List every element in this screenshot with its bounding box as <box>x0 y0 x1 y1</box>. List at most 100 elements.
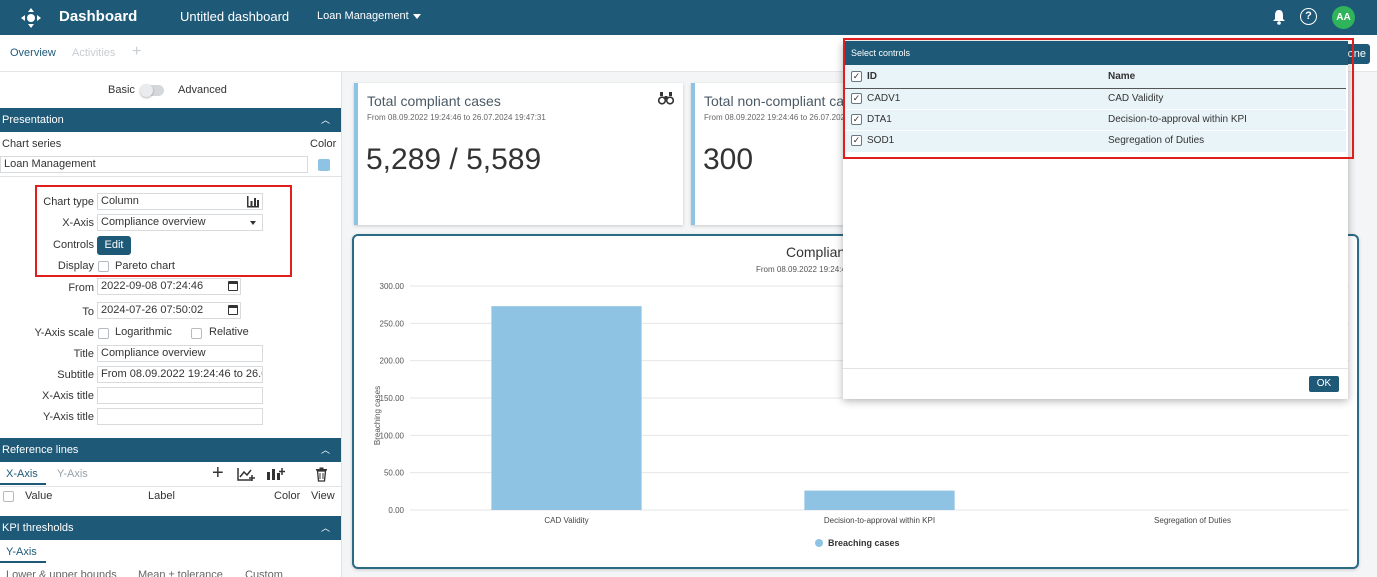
caret-down-icon <box>412 13 421 19</box>
to-date-input[interactable]: 2024-07-26 07:50:02 <box>97 302 241 319</box>
tab-kpi-y-axis[interactable]: Y-Axis <box>6 546 37 558</box>
dialog-title: Select controls <box>851 48 911 58</box>
chart-type-select[interactable]: Column <box>97 193 263 210</box>
dialog-header: Select controls <box>843 41 1348 65</box>
y-axis-title-input[interactable] <box>97 408 263 425</box>
highlight-box <box>35 185 292 277</box>
table-row[interactable]: ✓ CADV1 CAD Validity <box>845 89 1346 110</box>
divider <box>0 176 341 177</box>
kpi-card-compliant[interactable]: Total compliant cases From 08.09.2022 19… <box>354 83 683 225</box>
tab-overview[interactable]: Overview <box>10 47 56 59</box>
chart-plot: 0.00 50.00 100.00 150.00 200.00 250.00 300.00 C… <box>380 282 1349 548</box>
col-view: View <box>311 490 335 502</box>
table-header-row: ✓ ID Name <box>845 65 1346 89</box>
y-tick-label: 200.00 <box>380 357 405 366</box>
dashboard-name[interactable]: Untitled dashboard <box>180 9 290 24</box>
logarithmic-checkbox[interactable] <box>98 328 109 339</box>
row-name: Decision-to-approval within KPI <box>1108 114 1247 125</box>
tab-activities[interactable]: Activities <box>72 47 116 59</box>
to-label: To <box>82 306 94 318</box>
select-all-checkbox[interactable]: ✓ <box>851 71 862 82</box>
bar <box>491 306 642 510</box>
legend-label: Breaching cases <box>828 538 900 548</box>
row-checkbox[interactable]: ✓ <box>851 114 862 125</box>
x-tick-label: CAD Validity <box>544 516 588 525</box>
kpi-option-mean[interactable]: Mean ± tolerance <box>138 569 223 577</box>
calendar-icon[interactable] <box>228 305 238 315</box>
x-tick-label: Segregation of Duties <box>1154 516 1231 525</box>
table-row[interactable]: ✓ DTA1 Decision-to-approval within KPI <box>845 110 1346 131</box>
relative-checkbox[interactable] <box>191 328 202 339</box>
presentation-section-header[interactable]: Presentation ︿ <box>0 108 341 132</box>
kpi-thresholds-section-header[interactable]: KPI thresholds ︿ <box>0 516 341 540</box>
x-axis-title-input[interactable] <box>97 387 263 404</box>
row-id: DTA1 <box>867 114 892 125</box>
add-icon[interactable]: + <box>212 462 224 484</box>
y-tick-label: 100.00 <box>380 431 405 440</box>
y-tick-label: 50.00 <box>384 469 405 478</box>
x-axis-title-label: X-Axis title <box>42 390 94 402</box>
legend-marker <box>815 539 823 547</box>
mode-toggle[interactable] <box>140 84 164 97</box>
from-date-input[interactable]: 2022-09-08 07:24:46 <box>97 278 241 295</box>
card-subtitle: From 08.09.2022 19:24:46 to 26.07.2024 1… <box>367 113 546 122</box>
row-checkbox[interactable]: ✓ <box>851 135 862 146</box>
edit-controls-button[interactable]: Edit <box>97 236 131 255</box>
card-subtitle: From 08.09.2022 19:24:46 to 26.07.2024 1… <box>704 113 883 122</box>
row-name: CAD Validity <box>1108 93 1164 104</box>
kpi-thresholds-title: KPI thresholds <box>2 522 74 534</box>
chart-type-label: Chart type <box>43 196 94 208</box>
add-area-icon[interactable] <box>237 467 256 482</box>
help-icon[interactable]: ? <box>1300 8 1317 25</box>
trash-icon[interactable] <box>315 467 328 482</box>
mode-basic-label: Basic <box>108 84 135 96</box>
color-label: Color <box>310 138 337 150</box>
y-tick-label: 150.00 <box>380 394 405 403</box>
binoculars-icon[interactable] <box>658 91 674 105</box>
chevron-up-icon[interactable]: ︿ <box>320 445 330 455</box>
kpi-option-custom[interactable]: Custom <box>245 569 283 577</box>
row-id: SOD1 <box>867 135 895 146</box>
top-bar: Dashboard Untitled dashboard Loan Manage… <box>0 0 1377 35</box>
tab-ref-x-axis[interactable]: X-Axis <box>6 468 38 480</box>
title-input[interactable]: Compliance overview <box>97 345 263 362</box>
subtitle-input[interactable]: From 08.09.2022 19:24:46 to 26.0 <box>97 366 263 383</box>
tab-ref-y-axis[interactable]: Y-Axis <box>57 468 88 480</box>
chevron-up-icon[interactable]: ︿ <box>320 115 330 125</box>
row-checkbox[interactable]: ✓ <box>851 93 862 104</box>
add-bar-line-icon[interactable] <box>266 467 286 482</box>
col-color: Color <box>274 490 301 502</box>
reference-lines-title: Reference lines <box>2 444 79 456</box>
add-tab-button[interactable]: + <box>132 43 142 60</box>
y-axis-scale-label: Y-Axis scale <box>34 327 94 339</box>
bell-icon[interactable] <box>1272 9 1286 25</box>
chevron-up-icon[interactable]: ︿ <box>320 523 330 533</box>
from-label: From <box>68 282 94 294</box>
active-tab-indicator <box>0 561 46 563</box>
project-dropdown[interactable]: Loan Management <box>317 10 421 22</box>
pareto-checkbox[interactable] <box>98 261 109 272</box>
bar-chart-icon[interactable] <box>246 195 260 208</box>
calendar-icon[interactable] <box>228 281 238 291</box>
x-axis-label: X-Axis <box>62 217 94 229</box>
reference-lines-section-header[interactable]: Reference lines ︿ <box>0 438 341 462</box>
x-axis-select[interactable]: Compliance overview <box>97 214 263 231</box>
card-value: 300 <box>703 143 754 176</box>
highlight-box <box>843 38 1354 159</box>
table-row[interactable]: ✓ SOD1 Segregation of Duties <box>845 131 1346 152</box>
divider <box>843 368 1348 369</box>
series-item[interactable]: Loan Management <box>0 156 308 173</box>
col-name: Name <box>1108 71 1136 82</box>
series-color-swatch[interactable] <box>318 159 330 171</box>
controls-label: Controls <box>53 239 94 251</box>
select-controls-dialog: Select controls ✓ ID Name ✓ CADV1 CAD Va… <box>843 41 1348 399</box>
y-tick-label: 300.00 <box>380 282 405 291</box>
select-all-checkbox[interactable] <box>3 491 14 502</box>
app-logo-icon[interactable] <box>20 7 42 29</box>
ok-button[interactable]: OK <box>1309 376 1339 392</box>
chart-series-label: Chart series <box>2 138 62 150</box>
caret-down-icon[interactable] <box>250 221 256 225</box>
kpi-option-bounds[interactable]: Lower & upper bounds <box>6 569 117 577</box>
user-avatar[interactable]: AA <box>1332 6 1355 29</box>
app-brand[interactable]: Dashboard <box>59 8 138 25</box>
